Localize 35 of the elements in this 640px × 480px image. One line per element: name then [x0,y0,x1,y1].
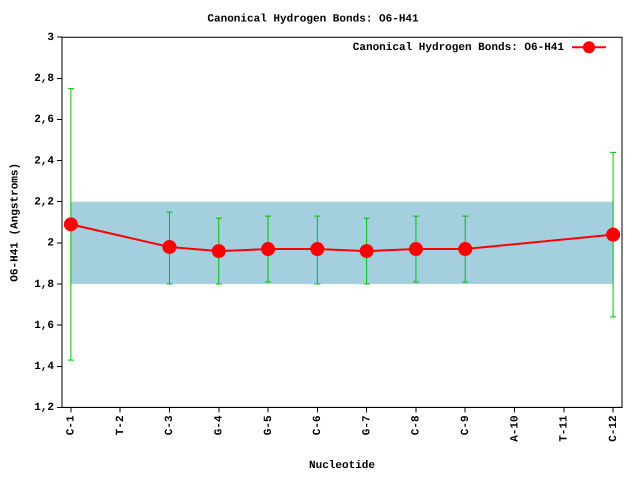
x-tick-label: C-6 [312,415,324,436]
point [162,240,176,254]
y-tick-label: 1,8 [34,278,54,291]
point [310,242,324,256]
y-tick-label: 2 [47,238,54,250]
x-tick-label: T-2 [114,415,127,436]
x-tick-label: C-9 [460,415,472,436]
legend-label: Canonical Hydrogen Bonds: O6-H41 [352,42,564,54]
y-tick-label: 3 [47,32,54,44]
x-tick-label: C-1 [66,415,78,436]
x-tick-label: G-7 [361,415,374,436]
x-tick-label: C-12 [608,415,620,442]
x-tick-label: T-11 [558,415,571,442]
y-tick-label: 1,2 [34,402,54,414]
x-tick-label: G-5 [262,415,275,436]
x-tick-label: C-3 [164,415,176,436]
y-axis-title: O6-H41 (Angstroms) [9,162,22,282]
x-axis-title: Nucleotide [308,460,376,472]
x-tick-label: G-4 [214,415,226,436]
y-tick-label: 2,8 [34,73,54,86]
point [261,242,276,256]
point [408,242,423,256]
x-tick-label: C-8 [410,415,423,436]
y-tick-label: 2,4 [34,155,54,168]
point [360,244,374,258]
chart-title: Canonical Hydrogen Bonds: O6-H41 [207,13,420,26]
point [606,228,620,242]
y-tick-label: 2,6 [34,114,54,126]
y-tick-label: 1,4 [34,361,54,374]
y-tick-label: 2,2 [34,196,54,208]
point [458,242,472,256]
point [64,217,78,232]
x-tick-label: A-10 [509,415,522,442]
point [212,244,226,258]
y-tick-label: 1,6 [34,320,54,332]
